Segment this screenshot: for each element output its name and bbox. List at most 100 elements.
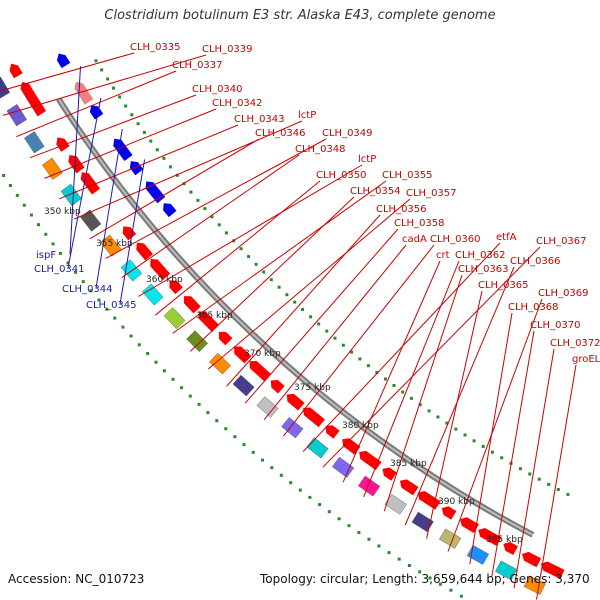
forward-gene-label: CLH_0355	[382, 170, 433, 181]
tick-dot	[449, 588, 453, 592]
tick-dot	[233, 435, 237, 439]
tick-dot	[367, 537, 371, 541]
forward-gene-label: cadA	[402, 234, 427, 245]
feature-box-shape	[232, 374, 255, 397]
feature-box	[42, 157, 63, 180]
tick-dot	[490, 450, 494, 454]
tick-dot	[224, 231, 228, 235]
leader-line	[121, 154, 300, 279]
forward-cds	[122, 226, 137, 241]
forward-cds-shape	[399, 479, 419, 496]
forward-gene-label: CLH_0360	[430, 234, 481, 245]
leader-line	[263, 244, 407, 421]
leader-line	[207, 198, 411, 370]
tick-dot	[301, 308, 305, 311]
tick-dot	[347, 524, 351, 528]
tick-dots	[2, 59, 570, 598]
forward-cds	[417, 491, 441, 510]
leader-line	[226, 214, 381, 387]
forward-cds-shape	[68, 154, 85, 174]
forward-cds-shape	[249, 360, 271, 382]
tick-dot	[357, 531, 361, 535]
tick-dot	[528, 472, 532, 476]
leader-line	[138, 164, 363, 297]
tick-dot	[547, 482, 551, 486]
forward-cds	[56, 137, 70, 152]
tick-dot	[317, 322, 321, 326]
tick-dot	[137, 343, 141, 347]
feature-box	[60, 183, 82, 206]
forward-cds-shape	[417, 491, 441, 510]
forward-gene-label: CLH_0343	[234, 114, 285, 125]
forward-cds	[183, 296, 201, 314]
tick-dot	[215, 419, 219, 423]
tick-dot	[277, 285, 281, 289]
leader-line	[363, 260, 460, 498]
tick-dot	[325, 329, 329, 333]
tick-dot	[537, 477, 541, 481]
forward-gene-label: CLH_0357	[406, 188, 457, 199]
leader-line	[342, 260, 441, 483]
tick-dot	[308, 495, 312, 499]
reverse-gene-label: CLH_0344	[62, 284, 113, 295]
tick-dot	[217, 223, 221, 227]
tick-dot	[130, 113, 134, 117]
leader-line	[469, 312, 513, 565]
feature-box-shape	[24, 131, 45, 154]
forward-cds	[382, 467, 397, 481]
kbp-label: 365 kbp	[196, 311, 233, 321]
feature-box	[523, 575, 546, 595]
tick-dot	[89, 289, 93, 293]
forward-cds	[286, 393, 305, 411]
feature-box	[209, 352, 232, 375]
reverse-cds	[89, 105, 104, 120]
forward-cds-shape	[460, 517, 479, 534]
tick-dot	[224, 427, 228, 431]
reverse-cds	[56, 53, 71, 69]
forward-cds-shape	[441, 506, 457, 520]
tick-dot	[387, 551, 391, 555]
forward-cds-shape	[478, 528, 502, 547]
tick-dot	[518, 467, 522, 471]
forward-cds-shape	[540, 561, 565, 579]
leader-line	[59, 124, 239, 200]
tick-dot	[154, 360, 158, 364]
feature-box	[186, 330, 208, 353]
tick-dot	[121, 325, 125, 329]
backbone	[56, 97, 535, 538]
leader-line	[16, 70, 177, 138]
feature-box	[332, 456, 355, 478]
leader-line	[67, 97, 102, 269]
tick-dot	[407, 564, 411, 567]
leader-line	[74, 120, 303, 220]
leader-line	[244, 228, 399, 404]
tick-dot	[81, 280, 85, 284]
tick-dot	[112, 86, 115, 90]
feature-box	[141, 283, 164, 306]
tick-dot	[15, 193, 19, 197]
forward-cds-shape	[382, 467, 397, 481]
tick-dot	[171, 377, 175, 381]
forward-cds	[303, 407, 325, 428]
leader-line	[89, 138, 260, 240]
tick-dot	[337, 517, 341, 521]
forward-cds	[218, 331, 233, 346]
tick-dot	[106, 77, 110, 81]
tick-dot	[44, 232, 48, 236]
forward-gene-label: lctP	[358, 154, 376, 165]
forward-gene-label: CLH_0370	[530, 320, 581, 331]
tick-dot	[445, 421, 449, 425]
kbp-label: 350 kbp	[44, 207, 81, 217]
leader-line	[491, 330, 535, 577]
leader-line	[30, 94, 197, 159]
forward-gene-label: CLH_0367	[536, 236, 587, 247]
tick-dot	[142, 130, 146, 134]
forward-cds	[460, 517, 479, 534]
leader-line	[513, 348, 555, 589]
tick-dot	[189, 190, 193, 194]
forward-gene-label: CLH_0363	[458, 264, 509, 275]
reverse-cds-shape	[129, 161, 144, 176]
forward-cds	[234, 346, 252, 364]
tick-dot	[94, 59, 98, 63]
